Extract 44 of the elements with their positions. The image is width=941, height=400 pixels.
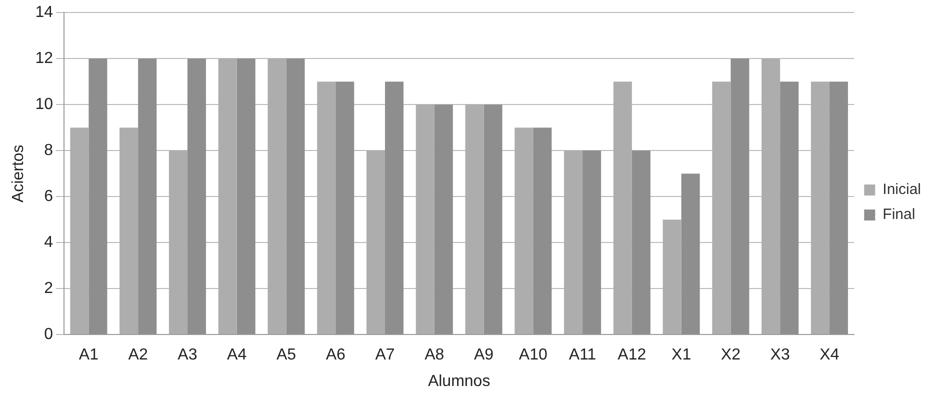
y-tick-label: 2	[44, 280, 54, 298]
legend-label: Inicial	[882, 181, 922, 198]
y-tick-label: 8	[44, 142, 54, 160]
bar	[120, 128, 138, 334]
bar	[168, 150, 188, 334]
bar	[70, 128, 89, 334]
bar	[366, 150, 385, 334]
bar	[810, 82, 830, 334]
x-tick-label: A1	[78, 346, 99, 364]
x-tick-label: A8	[424, 346, 444, 364]
legend-label: Final	[882, 206, 916, 224]
x-tick-label: A6	[326, 346, 346, 364]
x-tick-label: A4	[227, 346, 247, 364]
y-tick-label: 0	[44, 326, 54, 344]
bar	[465, 104, 484, 334]
bar	[712, 82, 731, 334]
bar	[218, 58, 237, 334]
y-tick-label: 4	[44, 234, 54, 252]
x-tick-label: X2	[720, 346, 741, 364]
x-tick-label: A12	[618, 346, 646, 364]
bar	[762, 58, 780, 334]
x-tick-label: A7	[375, 346, 395, 364]
bar	[662, 220, 682, 334]
x-tick-label: A5	[276, 346, 296, 364]
bar	[613, 82, 632, 334]
x-tick-label: A11	[568, 346, 596, 364]
x-tick-label: X4	[820, 346, 840, 364]
bar	[564, 150, 583, 334]
x-tick-label: X1	[672, 346, 692, 364]
bar	[416, 104, 434, 334]
x-tick-label: A3	[178, 346, 198, 364]
y-tick-label: 10	[35, 96, 54, 114]
x-tick-label: A2	[128, 346, 148, 364]
x-tick-label: A10	[518, 346, 548, 364]
bar	[268, 58, 286, 334]
y-tick-label: 14	[35, 4, 54, 22]
x-tick-label: X3	[770, 346, 790, 364]
y-axis-title: Aciertos	[10, 144, 28, 202]
y-tick-label: 12	[35, 50, 54, 68]
x-axis-title: Alumnos	[428, 372, 490, 390]
x-tick-label: A9	[474, 346, 494, 364]
bar	[514, 128, 534, 334]
bar	[317, 82, 336, 334]
y-tick-label: 6	[44, 188, 54, 206]
